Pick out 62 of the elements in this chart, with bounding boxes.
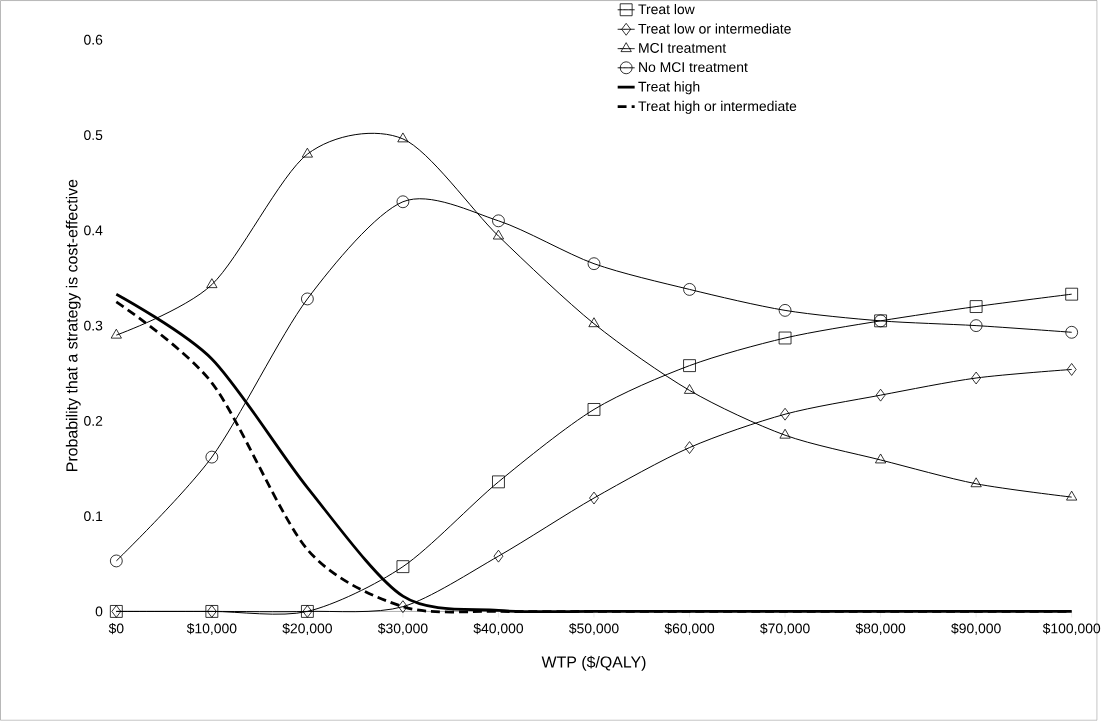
x-tick-label: $10,000 <box>186 623 237 636</box>
legend-label: Treat low <box>638 4 695 15</box>
point <box>780 407 790 421</box>
x-tick-label: $70,000 <box>760 623 810 636</box>
point <box>1065 287 1079 301</box>
point <box>396 195 410 209</box>
point <box>875 453 887 464</box>
point <box>588 317 600 328</box>
point <box>492 214 505 228</box>
y-tick-label: 0 <box>95 606 103 617</box>
point <box>683 283 696 296</box>
point <box>397 132 409 143</box>
point <box>1066 363 1077 376</box>
point <box>1066 490 1078 501</box>
y-axis-title: Probability that a strategy is cost-effective <box>65 179 81 472</box>
y-tick-label: 0.3 <box>84 320 103 331</box>
legend-label: MCI treatment <box>639 43 727 53</box>
point <box>110 328 122 339</box>
point <box>587 257 601 271</box>
legend-label: Treat low or intermediate <box>638 23 791 34</box>
point <box>971 371 982 385</box>
point <box>778 331 792 345</box>
point <box>301 292 314 306</box>
point <box>205 450 219 464</box>
point <box>493 549 504 563</box>
point <box>589 491 599 505</box>
y-tick-label: 0.5 <box>84 130 103 141</box>
x-tick-label: $90,000 <box>951 623 1001 636</box>
point <box>969 300 983 314</box>
x-tick-label: $20,000 <box>282 623 332 636</box>
y-tick-label: 0.4 <box>84 225 103 236</box>
point <box>396 560 410 574</box>
x-tick-label: $40,000 <box>473 623 524 636</box>
legend-label: No MCI treatment <box>639 62 748 73</box>
point <box>1065 326 1079 339</box>
point <box>683 384 696 394</box>
point <box>970 477 982 488</box>
point <box>684 441 695 455</box>
x-tick-label: $100,000 <box>1042 623 1101 636</box>
legend-label: Treat high <box>638 81 700 95</box>
point <box>492 475 505 489</box>
point <box>206 278 218 289</box>
point <box>587 403 601 416</box>
y-tick-label: 0.2 <box>84 416 103 426</box>
legend-label: Treat high or intermediate <box>638 100 797 114</box>
point <box>683 359 696 373</box>
point <box>969 319 983 333</box>
x-tick-label: $0 <box>108 623 124 635</box>
x-tick-label: $30,000 <box>377 623 428 636</box>
y-tick-label: 0.1 <box>84 511 103 522</box>
x-tick-label: $50,000 <box>569 623 619 636</box>
point <box>779 428 791 439</box>
point <box>109 554 123 568</box>
point <box>492 229 505 240</box>
point <box>398 600 408 614</box>
x-axis-title: WTP ($/QALY) <box>541 655 646 671</box>
x-tick-label: $60,000 <box>664 623 715 636</box>
point <box>301 147 313 158</box>
point <box>875 388 886 402</box>
point <box>778 304 792 317</box>
y-tick-label: 0.6 <box>84 34 103 45</box>
x-tick-label: $80,000 <box>855 623 906 636</box>
